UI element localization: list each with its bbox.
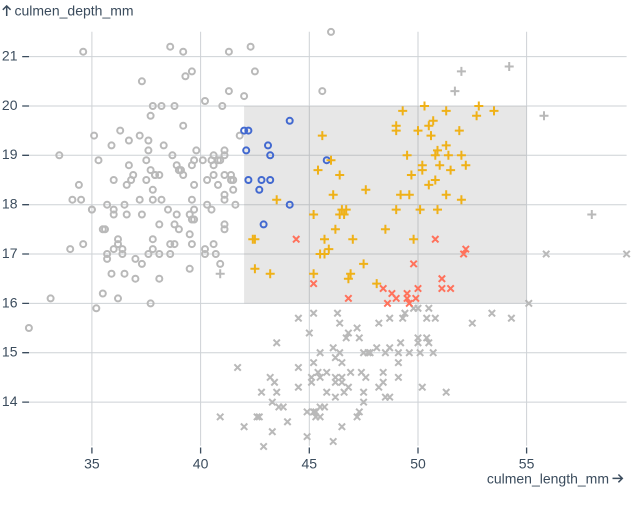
svg-text:16: 16: [2, 294, 18, 310]
svg-text:culmen_depth_mm: culmen_depth_mm: [15, 3, 134, 19]
svg-text:21: 21: [2, 48, 18, 64]
svg-text:45: 45: [302, 456, 318, 472]
svg-text:19: 19: [2, 146, 18, 162]
svg-text:14: 14: [2, 393, 18, 409]
svg-text:18: 18: [2, 196, 18, 212]
svg-text:40: 40: [193, 456, 209, 472]
svg-text:20: 20: [2, 97, 18, 113]
svg-text:culmen_length_mm: culmen_length_mm: [487, 471, 609, 487]
svg-text:15: 15: [2, 344, 18, 360]
svg-text:50: 50: [410, 456, 426, 472]
svg-text:55: 55: [519, 456, 535, 472]
svg-text:17: 17: [2, 245, 18, 261]
svg-text:35: 35: [84, 456, 100, 472]
